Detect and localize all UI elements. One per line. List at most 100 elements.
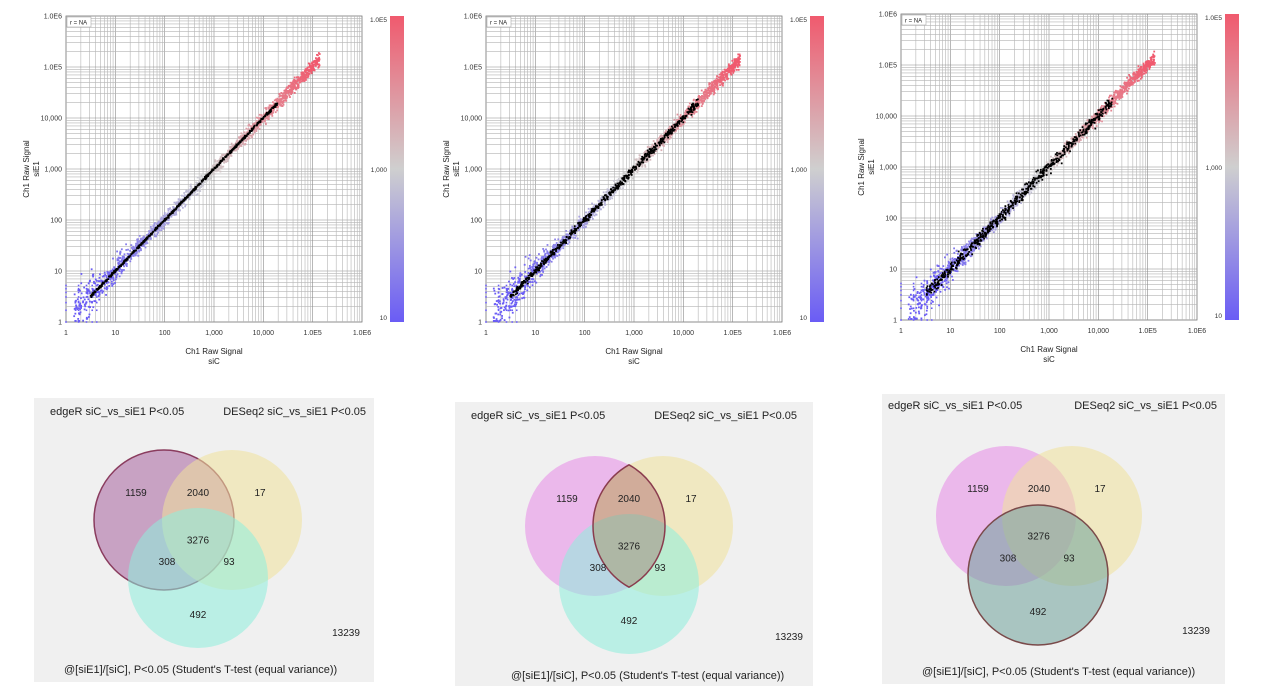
data-point (116, 250, 118, 253)
correlation-label: r = NA (905, 19, 922, 25)
data-point (219, 156, 222, 159)
data-point (495, 312, 498, 315)
highlight-point (648, 148, 651, 150)
data-point (534, 280, 536, 283)
highlight-point (264, 114, 267, 117)
data-point (121, 255, 124, 258)
data-point (79, 311, 82, 314)
data-point (118, 275, 121, 278)
data-point (646, 154, 649, 157)
highlight-point (541, 260, 543, 262)
data-point (629, 167, 632, 169)
highlight-point (520, 284, 523, 287)
data-point (637, 167, 639, 169)
data-point (673, 130, 676, 133)
highlight-point (538, 267, 541, 269)
highlight-point (645, 155, 648, 158)
highlight-point (185, 197, 188, 199)
data-point (592, 212, 595, 215)
data-point (273, 99, 276, 102)
data-point (188, 188, 191, 191)
data-point (253, 128, 256, 130)
data-point (94, 300, 97, 303)
data-point (583, 223, 585, 226)
highlight-point (680, 117, 683, 120)
highlight-point (245, 135, 248, 138)
data-point (309, 66, 312, 69)
data-point (581, 226, 584, 229)
data-point (219, 166, 222, 169)
data-point (177, 198, 180, 201)
data-point (235, 146, 238, 149)
data-point (497, 309, 500, 312)
data-point (144, 242, 147, 245)
data-point (303, 79, 306, 82)
data-point (499, 313, 502, 316)
data-point (195, 181, 197, 184)
data-point (704, 94, 706, 97)
data-point (958, 264, 960, 267)
data-point (300, 80, 303, 83)
colorbar-label: 1.0E5 (790, 17, 807, 24)
highlight-point (524, 281, 527, 284)
highlight-point (659, 140, 662, 143)
highlight-point (536, 268, 539, 271)
highlight-point (602, 196, 605, 198)
highlight-point (191, 190, 194, 193)
data-point (146, 242, 149, 245)
data-point (88, 290, 91, 293)
data-point (206, 178, 209, 180)
data-point (606, 192, 609, 195)
data-point (281, 100, 284, 103)
data-point (117, 256, 120, 259)
data-point (219, 158, 222, 161)
data-point (591, 216, 593, 218)
data-point (686, 113, 689, 116)
data-point (207, 171, 210, 174)
data-point (644, 161, 647, 163)
data-point (119, 256, 122, 259)
highlight-point (636, 163, 639, 166)
data-point (82, 319, 84, 322)
data-point (649, 155, 652, 157)
data-point (715, 82, 717, 85)
highlight-point (683, 117, 686, 119)
data-point (209, 175, 212, 177)
data-point (162, 218, 164, 221)
data-point (242, 134, 245, 137)
data-point (290, 93, 293, 96)
data-point (682, 120, 685, 122)
data-point (201, 183, 204, 186)
data-point (535, 272, 538, 275)
data-point (92, 275, 94, 278)
highlight-point (556, 246, 559, 249)
data-point (595, 203, 598, 206)
highlight-point (694, 104, 697, 107)
data-point (660, 149, 663, 152)
data-point (927, 297, 930, 300)
data-point (645, 151, 647, 154)
highlight-point (654, 142, 656, 145)
highlight-point (555, 250, 557, 252)
data-point (667, 127, 670, 130)
highlight-point (569, 232, 572, 235)
data-point (510, 299, 512, 301)
colorbar-label: 10 (380, 315, 388, 322)
data-point (139, 240, 142, 243)
data-point (256, 127, 259, 130)
highlight-point (527, 278, 530, 280)
data-point (199, 178, 201, 181)
data-point (613, 185, 615, 188)
data-point (247, 136, 250, 139)
data-point (635, 158, 638, 161)
data-point (513, 285, 516, 288)
highlight-point (552, 253, 554, 256)
highlight-point (140, 242, 143, 245)
data-point (165, 222, 168, 224)
data-point (275, 100, 278, 103)
highlight-point (621, 177, 624, 180)
highlight-point (202, 178, 205, 181)
data-point (516, 298, 519, 301)
data-point (85, 296, 88, 298)
highlight-point (600, 203, 603, 206)
